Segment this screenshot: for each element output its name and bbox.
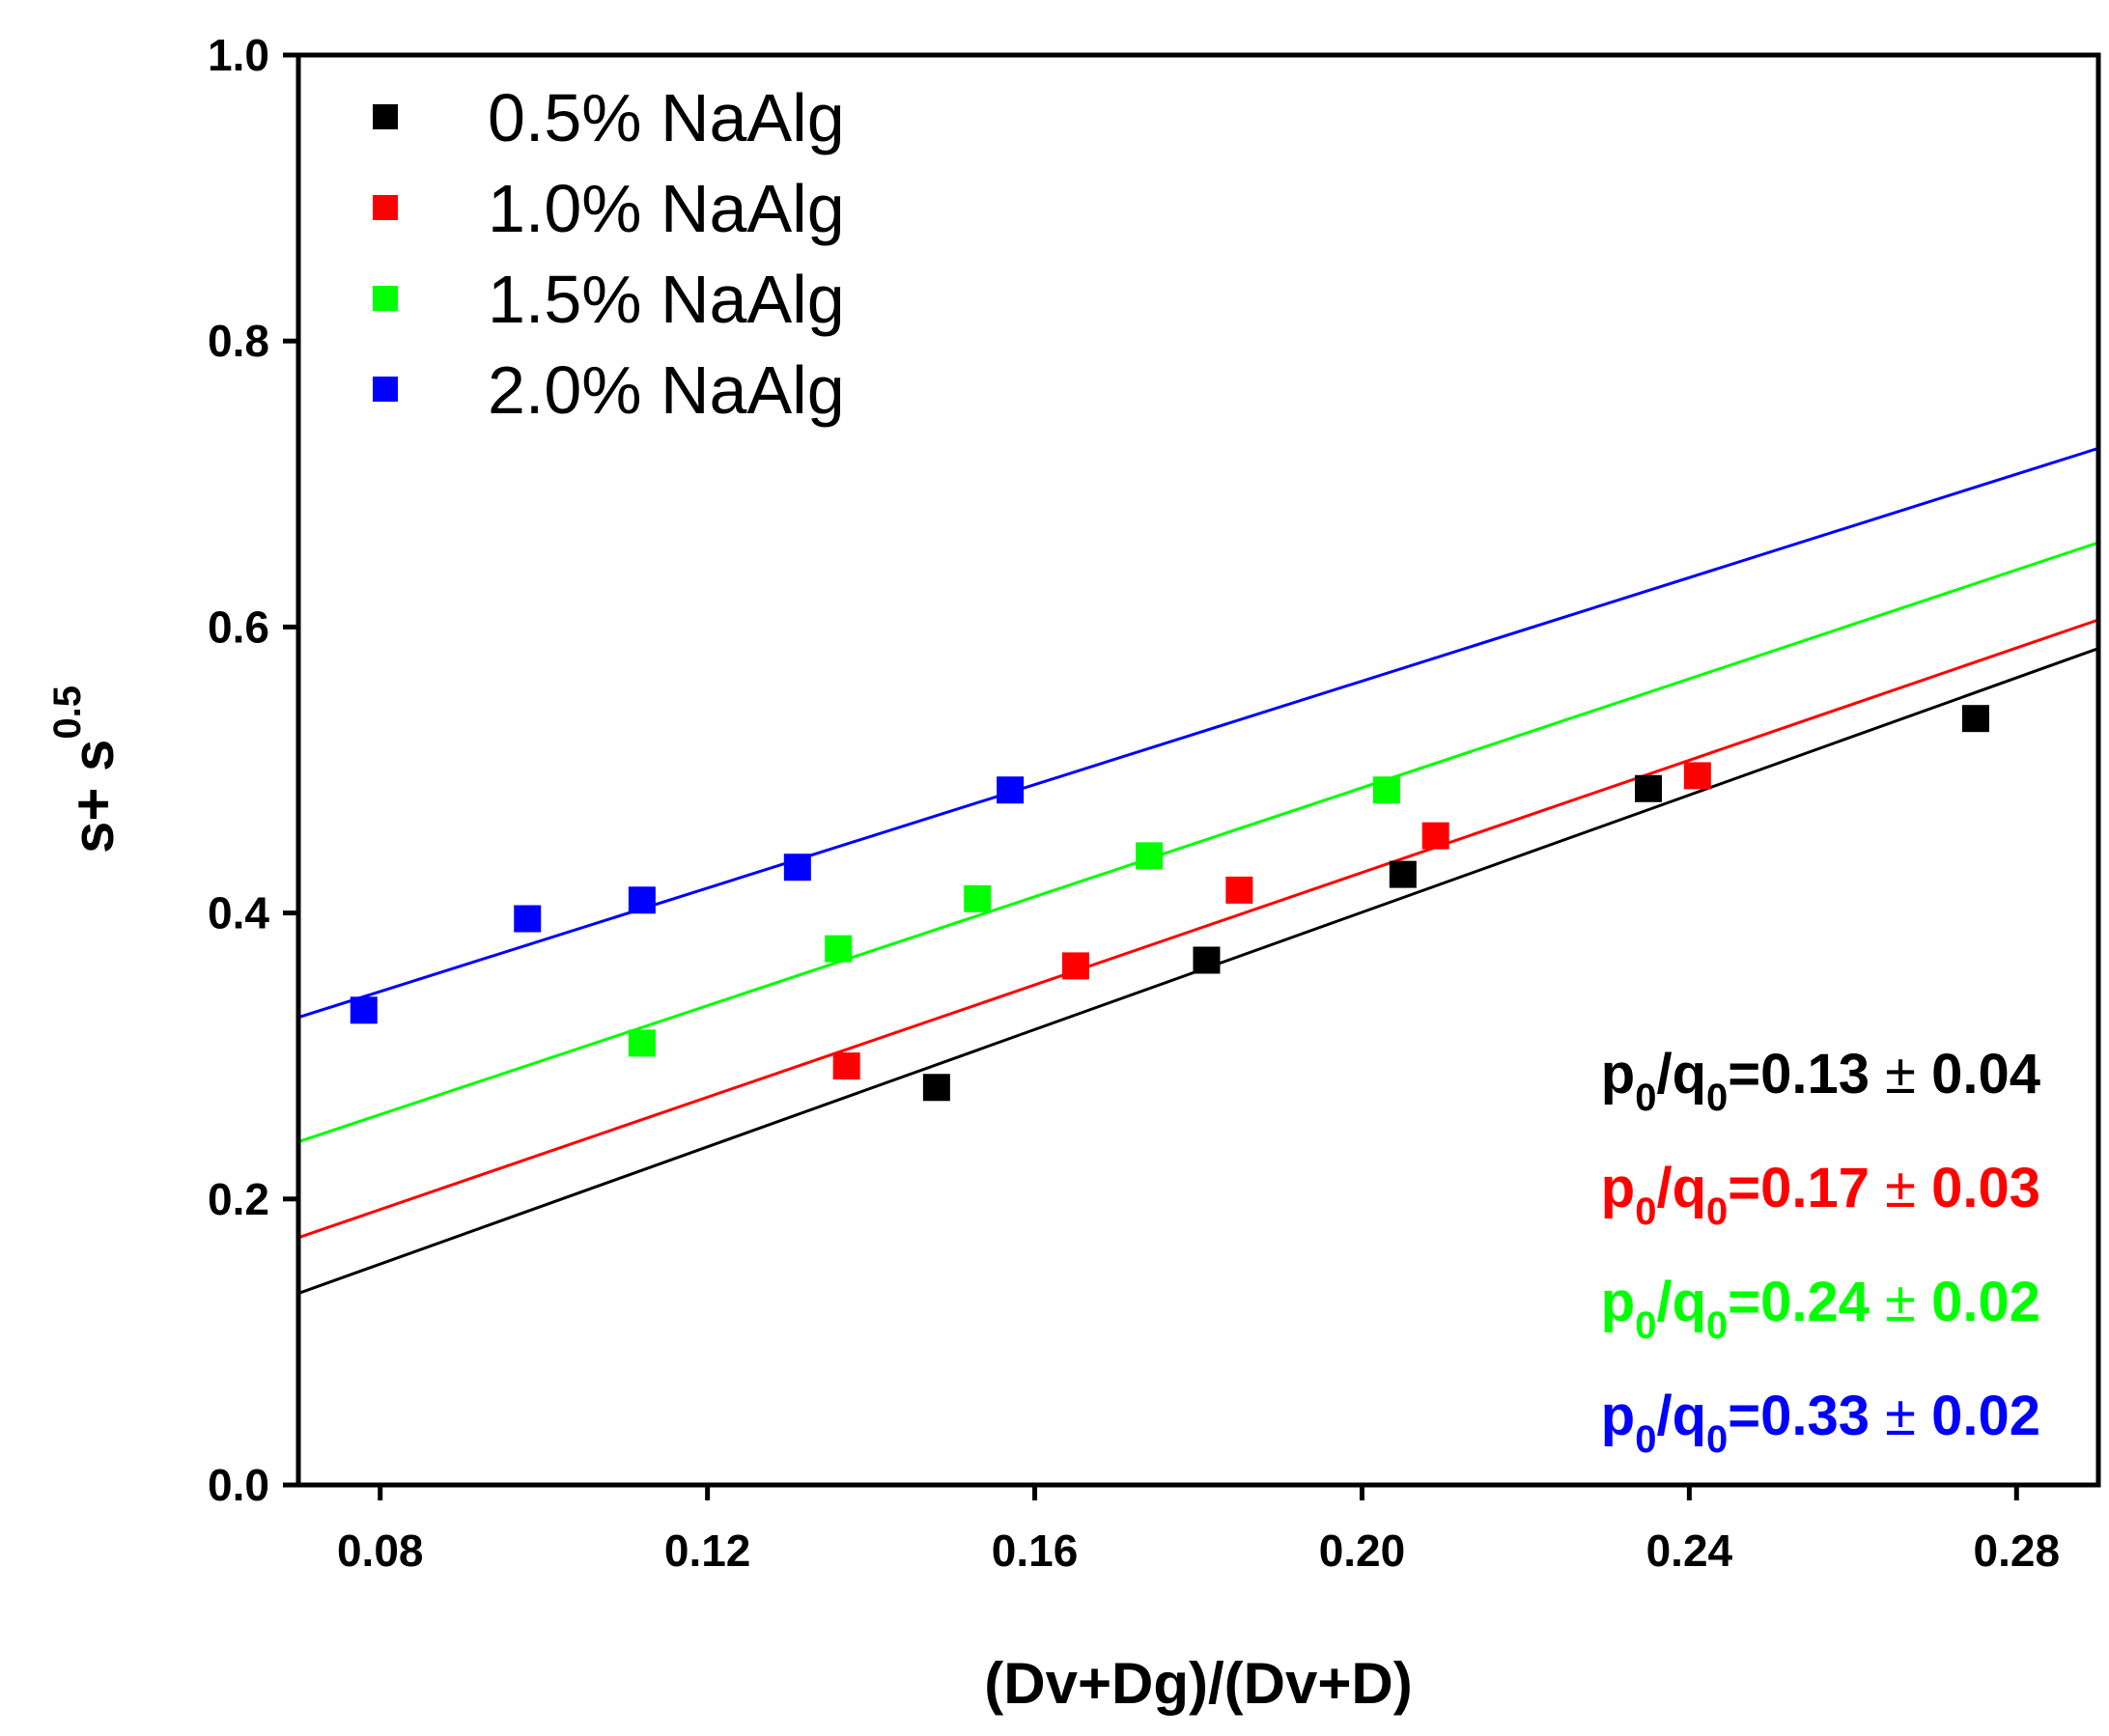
data-points — [350, 705, 1989, 1102]
legend-marker — [373, 377, 398, 402]
fit-annotation-part: 0 — [1635, 1190, 1656, 1233]
data-point — [1372, 776, 1400, 804]
data-point — [628, 886, 656, 914]
data-point — [1683, 762, 1711, 790]
fit-line — [297, 446, 2099, 1020]
fit-annotation-part: ± — [1870, 1385, 1931, 1447]
fit-annotation-part: / — [1656, 1043, 1672, 1106]
fit-annotation-part: = — [1728, 1271, 1760, 1333]
fit-annotation-part: q — [1673, 1385, 1706, 1447]
fit-annotation-part: 0 — [1706, 1418, 1728, 1461]
data-point — [1061, 952, 1089, 980]
legend-label: 1.0% NaAlg — [488, 171, 845, 246]
fit-annotation-part: q — [1673, 1271, 1706, 1333]
fit-annotation-part: q — [1673, 1157, 1706, 1219]
data-point — [964, 884, 992, 912]
data-point — [922, 1074, 950, 1102]
y-tick-label: 0.6 — [208, 602, 269, 652]
fit-annotation-part: = — [1728, 1157, 1760, 1219]
x-tick-label: 0.16 — [992, 1526, 1079, 1576]
fit-annotation-part: 0.13 — [1760, 1043, 1870, 1106]
x-tick-label: 0.20 — [1319, 1526, 1406, 1576]
data-point — [832, 1052, 860, 1080]
y-axis-title: s+ s0.5 — [46, 686, 126, 854]
legend-marker — [373, 195, 398, 220]
fit-annotation: p0/q0=0.17 ± 0.03 — [1601, 1157, 2040, 1233]
legend: 0.5% NaAlg 1.0% NaAlg 1.5% NaAlg 2.0% NaAlg — [373, 80, 845, 428]
fit-annotation-part: 0 — [1635, 1304, 1656, 1347]
fit-annotation-part: 0 — [1635, 1418, 1656, 1461]
fit-annotation-part: p — [1601, 1043, 1635, 1106]
data-point — [350, 996, 378, 1024]
x-axis-title: (Dv+Dg)/(Dv+D) — [984, 1651, 1412, 1716]
data-point — [783, 854, 811, 882]
fit-line — [297, 618, 2099, 1240]
fit-annotation-part: 0 — [1635, 1077, 1656, 1119]
y-tick-label: 0.2 — [208, 1174, 269, 1224]
fit-annotation-part: q — [1673, 1043, 1706, 1106]
fit-annotation: p0/q0=0.33 ± 0.02 — [1601, 1385, 2040, 1461]
data-point — [514, 905, 542, 933]
legend-label: 2.0% NaAlg — [488, 352, 845, 428]
fit-annotation-part: / — [1656, 1271, 1672, 1333]
fit-annotation-part: ± — [1870, 1271, 1931, 1333]
fit-annotation: p0/q0=0.13 ± 0.04 — [1601, 1043, 2040, 1119]
fit-annotation-part: p — [1601, 1157, 1635, 1219]
data-point — [997, 776, 1025, 804]
y-axis-title-superscript: 0.5 — [46, 686, 89, 740]
fit-annotation-part: ± — [1870, 1043, 1931, 1106]
fit-annotation-part: 0 — [1706, 1190, 1728, 1233]
data-point — [1389, 860, 1417, 888]
data-point — [1136, 842, 1164, 870]
fit-annotation-part: 0 — [1706, 1304, 1728, 1347]
x-tick-label: 0.28 — [1974, 1526, 2061, 1576]
fit-annotation-part: p — [1601, 1385, 1635, 1447]
fit-annotation-part: 0.33 — [1760, 1385, 1870, 1447]
fit-annotation-part: = — [1728, 1043, 1760, 1106]
fit-annotation-part: / — [1656, 1385, 1672, 1447]
data-point — [1421, 822, 1449, 850]
fit-annotation-part: 0.02 — [1931, 1385, 2040, 1447]
fit-annotation-part: 0.02 — [1931, 1271, 2040, 1333]
legend-label: 0.5% NaAlg — [488, 80, 845, 155]
fit-annotation-part: 0 — [1706, 1077, 1728, 1119]
y-tick-label: 0.0 — [208, 1460, 269, 1510]
data-point — [1635, 774, 1662, 802]
data-point — [1225, 876, 1253, 904]
y-tick-label: 0.4 — [208, 888, 269, 938]
y-tick-label: 1.0 — [208, 30, 269, 80]
fit-annotation-part: / — [1656, 1157, 1672, 1219]
data-point — [628, 1029, 656, 1057]
axes: 0.08 0.12 0.16 0.20 0.24 0.28 0.0 0.2 0.4 0.6 0.8 1… — [208, 30, 2060, 1576]
data-point — [1961, 705, 1989, 733]
fit-annotation-part: 0.04 — [1931, 1043, 2040, 1106]
legend-label: 1.5% NaAlg — [488, 262, 845, 337]
x-tick-label: 0.24 — [1646, 1526, 1733, 1576]
plot-frame — [295, 52, 2101, 1488]
legend-marker — [373, 104, 398, 129]
fit-line — [297, 541, 2099, 1143]
x-tick-label: 0.08 — [337, 1526, 424, 1576]
data-point — [1193, 946, 1221, 974]
y-axis-title-main: s+ s — [61, 740, 126, 854]
fit-annotation: p0/q0=0.24 ± 0.02 — [1601, 1271, 2040, 1347]
fit-annotation-part: p — [1601, 1271, 1635, 1333]
fit-annotation-part: 0.24 — [1760, 1271, 1870, 1333]
fit-annotation-part: 0.03 — [1931, 1157, 2040, 1219]
x-tick-label: 0.12 — [664, 1526, 751, 1576]
fit-annotation-part: 0.17 — [1760, 1157, 1870, 1219]
y-tick-label: 0.8 — [208, 316, 269, 366]
fit-annotation-part: ± — [1870, 1157, 1931, 1219]
fit-annotation-part: = — [1728, 1385, 1760, 1447]
legend-marker — [373, 286, 398, 311]
data-point — [825, 935, 853, 963]
